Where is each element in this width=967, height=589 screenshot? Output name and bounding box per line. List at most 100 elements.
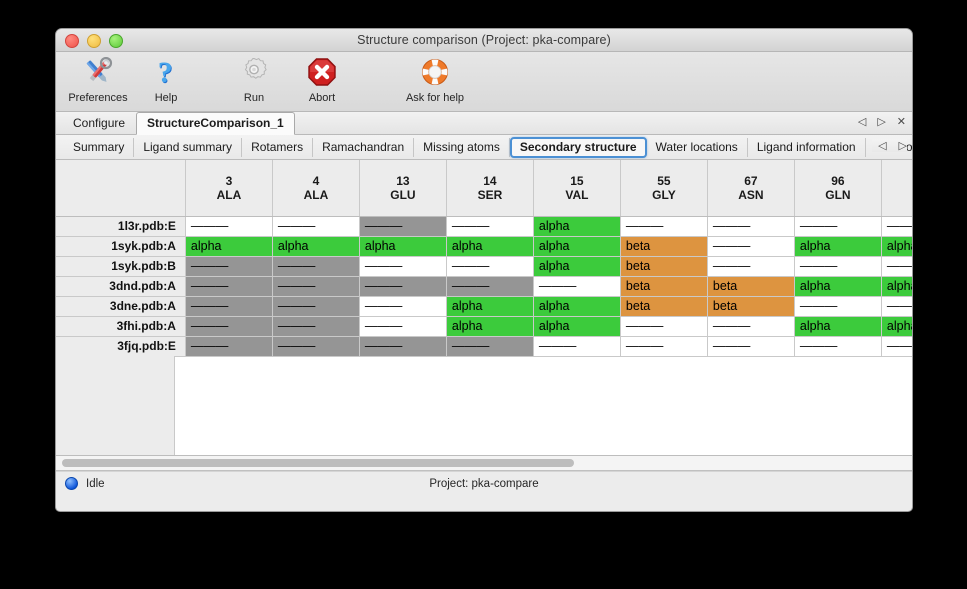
table-cell[interactable]: ——— [446,336,534,357]
table-row[interactable]: 3fjq.pdb:E———————————————————————————alp… [56,336,912,357]
table-column-header-55[interactable]: 55 GLY [620,160,708,217]
table-cell[interactable]: alpha [446,316,534,337]
table-cell[interactable]: beta [620,276,708,297]
table-cell[interactable]: ——— [794,256,882,277]
table-cell[interactable]: alpha [881,316,912,337]
table-row[interactable]: 3dne.pdb:A ——— ——— ——— alpha alpha beta beta ———… [56,296,912,317]
tab-secondary-structure[interactable]: Secondary structure [509,136,647,158]
table-column-header-3[interactable]: 3 ALA [185,160,273,217]
tab-ramachandran[interactable]: Ramachandran [313,137,415,157]
table-cell[interactable]: ——— [185,276,273,297]
table-cell[interactable]: ——— [707,256,795,277]
table-cell[interactable]: ——— [794,336,882,357]
tab-summary[interactable]: Summary [64,137,135,157]
table-row[interactable]: 1l3r.pdb:E————————————alpha—————————————… [56,216,912,237]
table-cell[interactable]: ——— [620,316,708,337]
table-cell[interactable]: ——— [881,336,912,357]
table-cell[interactable]: ——— [359,336,447,357]
table-row[interactable]: 3dnd.pdb:A ——— ——— ——— ——— ——— beta beta alpha al… [56,276,912,297]
zoom-window-button[interactable] [109,34,123,48]
sub-tab-next-icon[interactable]: ▷ [898,140,907,152]
table-cell[interactable]: ——— [533,336,621,357]
table-cell[interactable]: ——— [359,216,447,237]
table-cell[interactable]: ——— [359,296,447,317]
close-window-button[interactable] [65,34,79,48]
window-tab-prev-icon[interactable]: ◁ [857,116,867,128]
table-column-header-15[interactable]: 15 VAL [533,160,621,217]
table-cell[interactable]: alpha [533,236,621,257]
sub-tab-prev-icon[interactable]: ◁ [878,140,887,152]
table-cell[interactable]: ——— [185,336,273,357]
table-cell[interactable]: ——— [707,316,795,337]
table-cell[interactable]: ——— [185,216,273,237]
window-tab-structurecomparison-1[interactable]: StructureComparison_1 [136,112,295,135]
table-cell[interactable]: ——— [185,296,273,317]
table-row[interactable]: 1syk.pdb:A alpha alpha alpha alpha alpha beta —… [56,236,912,257]
table-cell[interactable]: alpha [533,216,621,237]
table-cell[interactable]: ——— [881,256,912,277]
secondary-structure-table-area[interactable]: 3ALA4ALA13GLU14SER15VAL55GLY67ASN96GLN97… [56,160,912,456]
table-row[interactable]: 3fhi.pdb:A ——— ——— ——— alpha alpha ——— ——— alpha… [56,316,912,337]
table-column-header-4[interactable]: 4 ALA [272,160,360,217]
table-cell[interactable]: alpha [794,316,882,337]
table-cell[interactable]: beta [620,296,708,317]
table-row-header[interactable]: 1syk.pdb:B [56,256,186,277]
table-cell[interactable]: ——— [881,296,912,317]
table-cell[interactable]: alpha [446,236,534,257]
table-cell[interactable]: ——— [707,236,795,257]
table-cell[interactable]: ——— [185,316,273,337]
table-cell[interactable]: ——— [272,336,360,357]
table-row-header[interactable]: 3dnd.pdb:A [56,276,186,297]
table-cell[interactable]: ——— [620,216,708,237]
tab-ligand-summary[interactable]: Ligand summary [134,137,243,157]
table-cell[interactable]: ——— [185,256,273,277]
table-cell[interactable]: alpha [881,276,912,297]
table-cell[interactable]: ——— [359,316,447,337]
table-cell[interactable]: ——— [533,276,621,297]
table-cell[interactable]: ——— [272,296,360,317]
table-cell[interactable]: ——— [881,216,912,237]
window-tab-configure[interactable]: Configure [73,116,126,130]
window-tab-next-icon[interactable]: ▷ [877,116,886,128]
table-column-header-97[interactable]: 97ALA [881,160,912,217]
toolbar-button-help[interactable]: ? ? Help [132,55,200,104]
tab-rotamers[interactable]: Rotamers [242,137,314,157]
table-cell[interactable]: ——— [359,276,447,297]
table-column-header-67[interactable]: 67 ASN [707,160,795,217]
table-cell[interactable]: ——— [359,256,447,277]
table-cell[interactable]: beta [620,256,708,277]
horizontal-scrollbar[interactable] [56,456,912,471]
table-row[interactable]: 1syk.pdb:B————————————alphabeta—————————… [56,256,912,277]
table-cell[interactable]: ——— [272,276,360,297]
table-cell[interactable]: alpha [533,296,621,317]
table-cell[interactable]: alpha [794,276,882,297]
table-cell[interactable]: beta [620,236,708,257]
minimize-window-button[interactable] [87,34,101,48]
table-cell[interactable]: alpha [881,236,912,257]
window-tab-close-icon[interactable]: ✕ [896,116,906,128]
table-row-header[interactable]: 1syk.pdb:A [56,236,186,257]
toolbar-button-ask-for-help[interactable]: Ask for help [390,55,480,104]
table-column-header-14[interactable]: 14 SER [446,160,534,217]
table-row-header[interactable]: 3dne.pdb:A [56,296,186,317]
tab-ligand-information[interactable]: Ligand information [748,137,866,157]
toolbar-button-preferences[interactable]: Preferences [64,55,132,104]
table-cell[interactable]: alpha [794,236,882,257]
toolbar-button-run[interactable]: Run [220,55,288,104]
table-column-header-13[interactable]: 13 GLU [359,160,447,217]
table-cell[interactable]: ——— [272,216,360,237]
table-cell[interactable]: alpha [446,296,534,317]
table-cell[interactable]: beta [707,296,795,317]
table-cell[interactable]: ——— [272,256,360,277]
table-cell[interactable]: ——— [794,296,882,317]
table-cell[interactable]: beta [707,276,795,297]
table-column-header-96[interactable]: 96 GLN [794,160,882,217]
table-cell[interactable]: alpha [359,236,447,257]
table-cell[interactable]: ——— [794,216,882,237]
table-cell[interactable]: ——— [446,276,534,297]
table-cell[interactable]: ——— [446,216,534,237]
table-cell[interactable]: alpha [533,256,621,277]
table-cell[interactable]: alpha [533,316,621,337]
table-cell[interactable]: alpha [272,236,360,257]
table-cell[interactable]: ——— [707,216,795,237]
